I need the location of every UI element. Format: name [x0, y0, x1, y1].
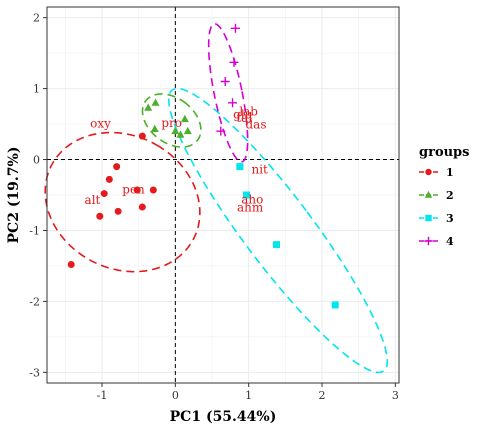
legend-label: 2 [446, 189, 454, 202]
point-group-4 [228, 98, 238, 108]
point-group-1 [138, 203, 146, 211]
legend-item-2: 2 [419, 189, 454, 202]
point-group-2 [176, 130, 185, 138]
point-group-2 [180, 114, 189, 123]
annotation-label: pen [122, 183, 145, 197]
point-group-4 [230, 23, 240, 33]
x-tick-label: -1 [97, 389, 108, 402]
legend: groups 1 2 3 4 [419, 145, 469, 248]
point-group-4 [229, 57, 239, 67]
annotation-label: nit [251, 163, 268, 177]
point-group-2 [144, 103, 153, 111]
ellipse-group-3 [167, 87, 389, 374]
y-axis-title: PC2 (19.7%) [6, 147, 22, 244]
point-group-2 [151, 98, 160, 106]
point-group-2 [171, 126, 180, 135]
ellipse-group-1 [44, 131, 201, 273]
legend-item-4: 4 [419, 235, 454, 248]
legend-label: 3 [446, 212, 454, 225]
legend-item-1: 1 [419, 166, 454, 179]
point-group-3 [236, 163, 244, 171]
point-group-1 [138, 132, 146, 140]
annotation-label: alt [85, 193, 101, 207]
y-tick-label: 0 [33, 154, 40, 167]
point-group-1 [114, 207, 122, 215]
point-group-3 [273, 241, 281, 249]
annotation-label: ahm [237, 200, 264, 214]
legend-key-marker [425, 168, 432, 176]
point-group-3 [242, 191, 250, 199]
legend-label: 1 [446, 166, 454, 179]
legend-key-marker [425, 214, 432, 222]
annotation-label: oxy [90, 117, 111, 131]
point-group-1 [67, 261, 75, 269]
annotation-label: glu [233, 107, 253, 121]
x-tick-label: 1 [245, 389, 252, 402]
point-group-4 [220, 76, 230, 86]
x-tick-label: 0 [172, 389, 179, 402]
x-tick-label: 3 [392, 389, 399, 402]
panel-border [46, 6, 400, 384]
x-axis-ticks: -1 0 1 2 3 [97, 383, 399, 402]
annotation-label: tal [236, 111, 252, 125]
x-tick-label: 2 [319, 389, 326, 402]
annotation-label: lab [239, 105, 258, 119]
legend-item-3: 3 [419, 212, 454, 225]
annotation-label: aho [241, 193, 263, 207]
x-axis-title: PC1 (55.44%) [170, 409, 277, 425]
data-points [67, 23, 339, 309]
point-group-4 [216, 126, 226, 136]
y-axis-ticks: -3 -2 -1 0 1 2 [29, 12, 47, 379]
annotation-label: pro [161, 116, 182, 130]
reference-lines [47, 7, 399, 383]
y-tick-label: -1 [29, 224, 40, 237]
legend-key-marker [424, 191, 433, 198]
legend-label: 4 [446, 235, 454, 248]
legend-title: groups [419, 145, 469, 160]
point-group-1 [105, 175, 113, 183]
y-tick-label: 2 [33, 12, 40, 25]
ellipse-group-4 [207, 23, 249, 163]
y-tick-label: -2 [29, 295, 40, 308]
confidence-ellipses [44, 23, 389, 374]
legend-key-marker [424, 236, 433, 246]
point-group-2 [183, 126, 192, 135]
y-tick-label: -3 [29, 366, 40, 379]
annotation-label: das [246, 117, 267, 131]
point-group-1 [96, 212, 104, 220]
ellipse-group-2 [141, 93, 202, 148]
point-group-1 [149, 186, 157, 194]
point-group-1 [100, 190, 108, 198]
y-tick-label: 1 [33, 83, 40, 96]
point-group-1 [133, 186, 141, 194]
point-group-3 [331, 301, 339, 309]
point-group-2 [150, 124, 159, 133]
point-group-1 [113, 163, 121, 171]
